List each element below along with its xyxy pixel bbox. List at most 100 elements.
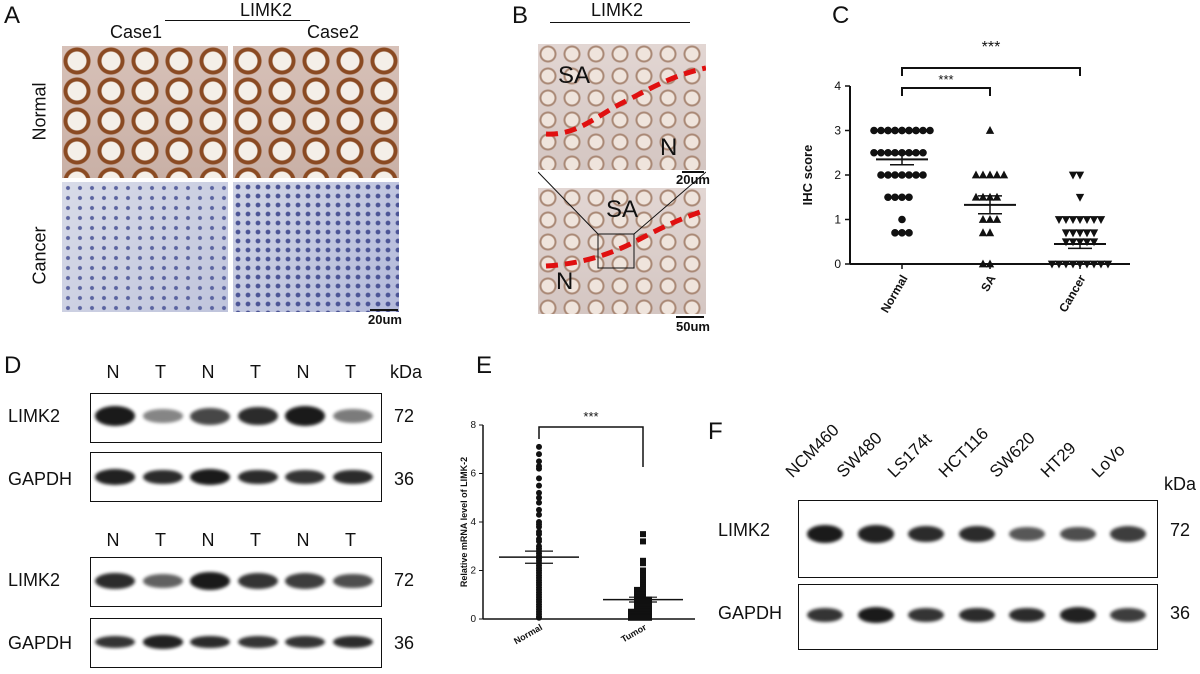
- e-point: [640, 614, 646, 621]
- blot-band: [95, 572, 135, 590]
- c-point: [1103, 260, 1113, 269]
- e-point: [640, 572, 646, 579]
- c-x-tick-label: Cancer: [1056, 272, 1089, 315]
- cell-line-label: HT29: [1036, 438, 1080, 482]
- ihc-image-b-bottom: [538, 188, 706, 314]
- blot-band: [190, 572, 230, 590]
- blot-band: [285, 635, 325, 649]
- c-bracket-outer: [901, 67, 1081, 76]
- c-point: [898, 193, 906, 202]
- zoom-line-left: [538, 171, 599, 235]
- blot-d-row4: [90, 618, 382, 668]
- c-y-tick-label: 3: [834, 124, 841, 138]
- blot-f-row1: [798, 500, 1158, 578]
- c-point: [985, 228, 995, 237]
- ihc-image-cancer-case2: [233, 182, 399, 312]
- blot-band: [285, 573, 325, 589]
- blot-band: [285, 406, 325, 426]
- c-point: [877, 148, 885, 157]
- e-bracket: [538, 426, 644, 467]
- blot-f-row2: [798, 584, 1158, 650]
- zoom-box: [597, 233, 635, 269]
- e-y-axis-label: Relative mRNA level of LIMK-2: [459, 457, 469, 587]
- e-point: [640, 531, 646, 538]
- c-point: [985, 125, 995, 134]
- c-y-axis-label: IHC score: [800, 145, 815, 206]
- c-point: [978, 259, 988, 268]
- c-point: [1061, 238, 1071, 247]
- panel-b-scalebar-top-label: 20um: [676, 172, 710, 187]
- c-point: [877, 171, 885, 179]
- blot-band: [142, 469, 183, 485]
- c-y-tick-label: 1: [834, 213, 841, 227]
- blot-d-row1-label: LIMK2: [8, 406, 61, 426]
- panel-a-scalebar-label: 20um: [368, 312, 402, 327]
- c-point: [1082, 216, 1092, 225]
- c-point: [1075, 193, 1085, 202]
- e-y-tick-label: 8: [470, 420, 476, 431]
- blot-d-row2-label: GAPDH: [8, 469, 73, 489]
- c-point: [891, 171, 899, 179]
- c-point: [884, 171, 892, 179]
- panel-a-row-normal: Normal: [29, 82, 50, 141]
- e-point: [536, 614, 542, 621]
- blot-band: [332, 409, 373, 423]
- lane-label: T: [345, 530, 356, 550]
- c-point: [978, 228, 988, 237]
- lane-label: T: [250, 530, 261, 550]
- panel-b-bracket: [550, 22, 690, 23]
- e-point: [536, 475, 542, 482]
- e-y-tick-label: 4: [470, 517, 476, 528]
- c-point: [1075, 171, 1085, 180]
- c-point: [1068, 260, 1078, 269]
- e-point: [536, 494, 542, 501]
- c-sig-outer: ***: [982, 39, 1001, 56]
- e-point: [628, 614, 634, 621]
- c-point: [905, 171, 913, 179]
- c-sig-inner: ***: [938, 72, 953, 87]
- c-point: [1089, 229, 1099, 238]
- c-point: [1082, 260, 1092, 269]
- c-point: [919, 148, 927, 157]
- panel-b-overlay: [538, 65, 706, 269]
- c-point: [905, 193, 913, 202]
- c-point: [1061, 229, 1071, 238]
- c-point: [884, 126, 892, 135]
- label-n-bottom: N: [556, 268, 574, 295]
- blot-band: [95, 635, 135, 649]
- lane-label: N: [296, 530, 310, 550]
- e-point: [634, 586, 640, 593]
- blot-band: [958, 607, 995, 623]
- c-point: [978, 170, 988, 179]
- blot-f-row1-kda: 72: [1170, 520, 1191, 540]
- c-point: [1075, 216, 1085, 225]
- panel-b-scalebar-bottom-label: 50um: [676, 319, 710, 334]
- c-point: [1082, 229, 1092, 238]
- c-point: [1075, 229, 1085, 238]
- ihc-image-cancer-case1: [62, 182, 228, 312]
- blot-band: [1059, 607, 1096, 623]
- blot-band: [1110, 526, 1146, 542]
- c-point: [1068, 216, 1078, 225]
- c-point: [992, 192, 1002, 201]
- blot-band: [1009, 526, 1045, 542]
- c-point: [870, 148, 878, 157]
- blot-band: [1110, 608, 1146, 622]
- blot-band: [332, 469, 373, 485]
- blot-band: [142, 409, 183, 423]
- panel-b-scalebar-bottom: [676, 316, 704, 318]
- c-point: [1089, 216, 1099, 225]
- e-point: [536, 443, 542, 450]
- e-y-tick-label: 0: [470, 614, 476, 625]
- c-point: [1089, 238, 1099, 247]
- panel-a-case2: Case2: [307, 22, 360, 42]
- c-point: [1075, 260, 1085, 269]
- c-point: [978, 192, 988, 201]
- label-sa-top: SA: [558, 62, 591, 89]
- c-bracket-inner: [901, 87, 991, 96]
- panel-f-label: F: [708, 418, 723, 445]
- c-point: [891, 126, 899, 135]
- c-point: [1054, 216, 1064, 225]
- c-point: [912, 171, 920, 179]
- c-point: [1096, 216, 1106, 225]
